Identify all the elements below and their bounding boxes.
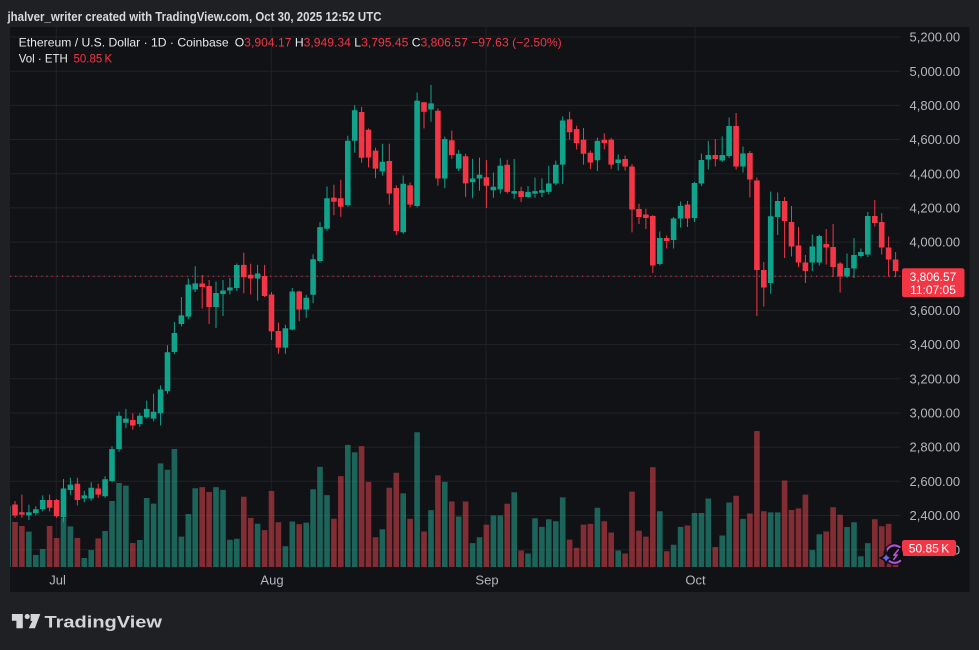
svg-text:Aug: Aug [260,573,283,588]
svg-text:3,806.57: 3,806.57 [910,270,957,284]
svg-text:2,800.00: 2,800.00 [910,440,961,455]
svg-text:4,800.00: 4,800.00 [910,98,961,113]
svg-text:3,000.00: 3,000.00 [910,406,961,421]
svg-text:2,600.00: 2,600.00 [910,474,961,489]
svg-text:Ethereum / U.S. Dollar · 1D ·: Ethereum / U.S. Dollar · 1D · Coinbase O… [19,35,562,49]
svg-text:4,600.00: 4,600.00 [910,132,961,147]
svg-text:4,200.00: 4,200.00 [910,201,961,216]
svg-text:jhalver_writer created with Tr: jhalver_writer created with TradingView.… [7,9,382,24]
svg-text:2,400.00: 2,400.00 [910,508,961,523]
svg-text:4,400.00: 4,400.00 [910,166,961,181]
svg-text:3,400.00: 3,400.00 [910,337,961,352]
svg-text:Vol · ETH 50.85 K: Vol · ETH 50.85 K [19,52,113,66]
svg-text:5,000.00: 5,000.00 [910,64,961,79]
svg-text:5,200.00: 5,200.00 [910,30,961,45]
svg-text:Oct: Oct [685,573,706,588]
svg-text:Sep: Sep [475,573,498,588]
svg-text:3,200.00: 3,200.00 [910,371,961,386]
svg-text:11:07:05: 11:07:05 [910,283,956,297]
svg-text:50.85 K: 50.85 K [909,542,949,556]
svg-text:3,600.00: 3,600.00 [910,303,961,318]
svg-text:TradingView: TradingView [45,613,163,632]
svg-text:Jul: Jul [49,573,66,588]
svg-text:4,000.00: 4,000.00 [910,235,961,250]
